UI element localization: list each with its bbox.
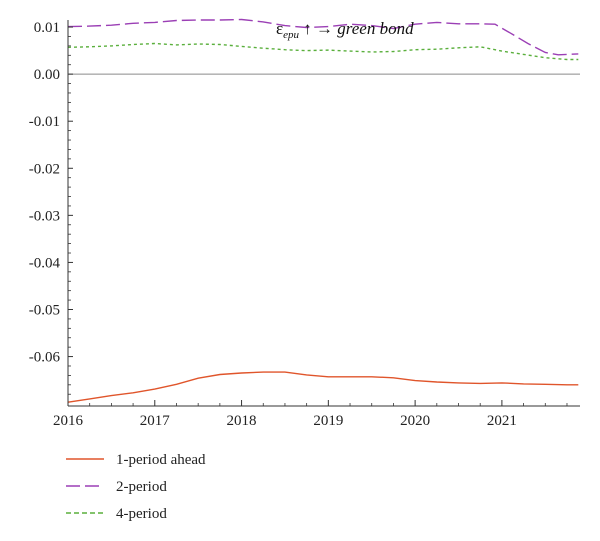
- y-tick-label: 0.00: [34, 67, 60, 83]
- legend-label-1: 1-period ahead: [116, 452, 206, 468]
- x-tick-label: 2018: [227, 413, 257, 429]
- legend-label-2: 2-period: [116, 479, 167, 495]
- x-tick-label: 2017: [140, 413, 171, 429]
- x-tick-label: 2016: [53, 413, 84, 429]
- y-tick-label: -0.03: [29, 208, 60, 224]
- y-tick-label: -0.06: [29, 350, 61, 366]
- y-tick-label: -0.01: [29, 114, 60, 130]
- series-line-1: [67, 371, 579, 403]
- title-target: green bond: [337, 19, 414, 38]
- legend: 1-period ahead 2-period 4-period: [66, 452, 206, 522]
- legend-label-3: 4-period: [116, 506, 167, 522]
- series-line-3: [67, 42, 579, 61]
- x-tick-label: 2021: [487, 413, 517, 429]
- plot-area: [67, 18, 579, 403]
- x-tick-label: 2020: [400, 413, 430, 429]
- y-tick-label: 0.01: [34, 20, 60, 36]
- x-tick-label: 2019: [313, 413, 343, 429]
- title-symbol: ε: [276, 19, 283, 38]
- axes: 0.01 0.00 -0.01 -0.02 -0.03 -0.04 -0.05 -0.06 20…: [29, 20, 580, 429]
- y-tick-label: -0.04: [29, 255, 61, 271]
- y-tick-label: -0.05: [29, 303, 60, 319]
- series-line-2: [67, 18, 579, 56]
- title-arrows: ↑ →: [299, 19, 337, 38]
- y-tick-label: -0.02: [29, 161, 60, 177]
- title-subscript: epu: [283, 29, 299, 41]
- chart-title: εepu ↑ → green bond: [276, 19, 414, 41]
